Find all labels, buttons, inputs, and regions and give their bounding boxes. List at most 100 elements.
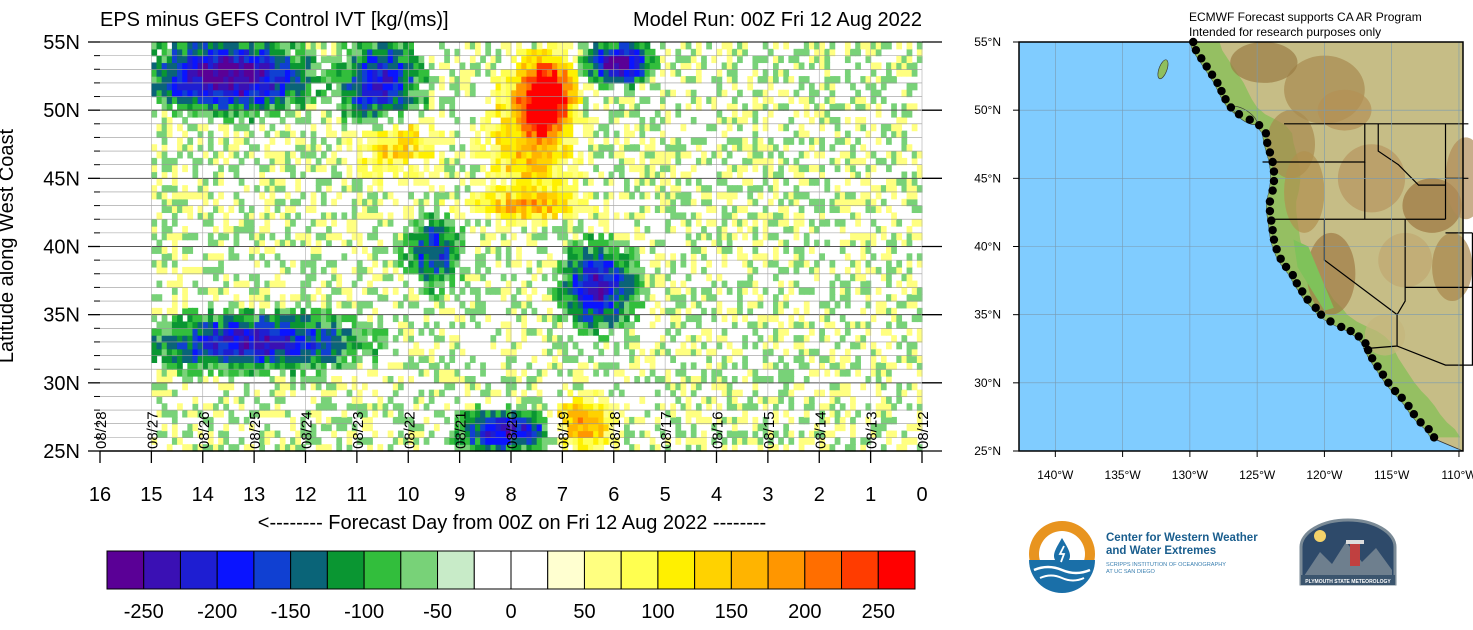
heatmap-cell [490,423,497,432]
heatmap-cell [567,253,574,261]
heatmap-cell [906,82,913,91]
heatmap-cell [171,191,178,200]
heatmap-cell [341,123,348,132]
heatmap-cell [367,103,373,111]
heatmap-cell [269,389,276,398]
heatmap-cell [608,48,615,57]
heatmap-cell [582,178,589,186]
heatmap-cell [449,382,456,391]
heatmap-cell [737,123,743,132]
heatmap-cell [439,246,445,254]
heatmap-cell [341,382,348,391]
heatmap-cell [721,232,728,241]
heatmap-cell [300,55,307,64]
heatmap-cell [264,287,271,295]
heatmap-cell [870,219,877,227]
heatmap-cell [819,62,825,70]
heatmap-cell [680,362,687,370]
heatmap-cell [218,137,224,145]
heatmap-cell [762,232,769,241]
heatmap-cell [171,55,178,64]
heatmap-cell [346,48,353,57]
heatmap-cell [634,287,641,295]
heatmap-cell [916,410,923,418]
heatmap-cell [279,69,286,77]
heatmap-cell [757,444,764,452]
heatmap-cell [773,212,779,220]
heatmap-cell [721,376,728,384]
heatmap-cell [397,410,404,418]
heatmap-cell [500,226,507,234]
heatmap-cell [793,62,800,70]
heatmap-cell [716,341,723,350]
heatmap-cell [634,212,641,220]
heatmap-cell [305,226,312,234]
heatmap-cell [480,239,486,248]
heatmap-cell [644,273,651,282]
heatmap-cell [403,266,409,275]
heatmap-cell [557,151,563,159]
heatmap-cell [649,137,656,145]
heatmap-cell [654,171,661,179]
heatmap-cell [428,116,435,125]
heatmap-cell [731,185,738,193]
heatmap-cell [372,205,379,214]
heatmap-cell [511,151,517,159]
heatmap-cell [413,403,420,411]
heatmap-cell [886,403,892,411]
heatmap-cell [603,335,610,343]
heatmap-cell [865,130,872,139]
heatmap-cell [593,62,599,70]
heatmap-cell [757,437,764,445]
heatmap-cell [413,226,420,234]
heatmap-cell [305,437,312,445]
heatmap-cell [341,423,348,432]
heatmap-cell [269,76,276,84]
heatmap-cell [834,341,841,350]
heatmap-cell [880,416,887,425]
heatmap-cell [161,314,168,323]
heatmap-cell [182,382,188,391]
heatmap-cell [844,130,851,139]
heatmap-cell [156,239,163,248]
heatmap-cell [906,382,913,391]
heatmap-cell [737,48,743,57]
heatmap-cell [557,294,563,302]
heatmap-cell [680,151,687,159]
heatmap-cell [850,171,856,179]
heatmap-cell [613,212,620,220]
heatmap-cell [223,280,230,288]
heatmap-cell [608,246,615,254]
heatmap-cell [582,321,589,329]
heatmap-cell [279,185,286,193]
heatmap-cell [454,294,461,302]
heatmap-cell [618,55,625,64]
heatmap-cell [397,55,404,64]
heatmap-cell [752,226,759,234]
heatmap-cell [593,294,599,302]
heatmap-cell [459,164,466,173]
heatmap-cell [675,294,682,302]
heatmap-cell [392,82,399,91]
heatmap-cell [238,280,245,288]
heatmap-cell [593,321,599,329]
heatmap-cell [552,76,558,84]
heatmap-cell [521,301,528,309]
heatmap-cell [752,423,759,432]
heatmap-cell [177,96,183,104]
heatmap-cell [161,382,168,391]
heatmap-cell [747,403,754,411]
heatmap-cell [536,369,543,377]
heatmap-cell [762,287,769,295]
heatmap-cell [814,48,820,57]
heatmap-cell [572,232,579,241]
heatmap-cell [290,321,296,329]
heatmap-cell [177,355,183,363]
heatmap-cell [603,314,610,323]
heatmap-cell [166,96,173,104]
heatmap-cell [603,103,610,111]
heatmap-cell [264,55,271,64]
heatmap-cell [829,396,836,404]
heatmap-cell [475,382,481,391]
heatmap-cell [449,103,456,111]
